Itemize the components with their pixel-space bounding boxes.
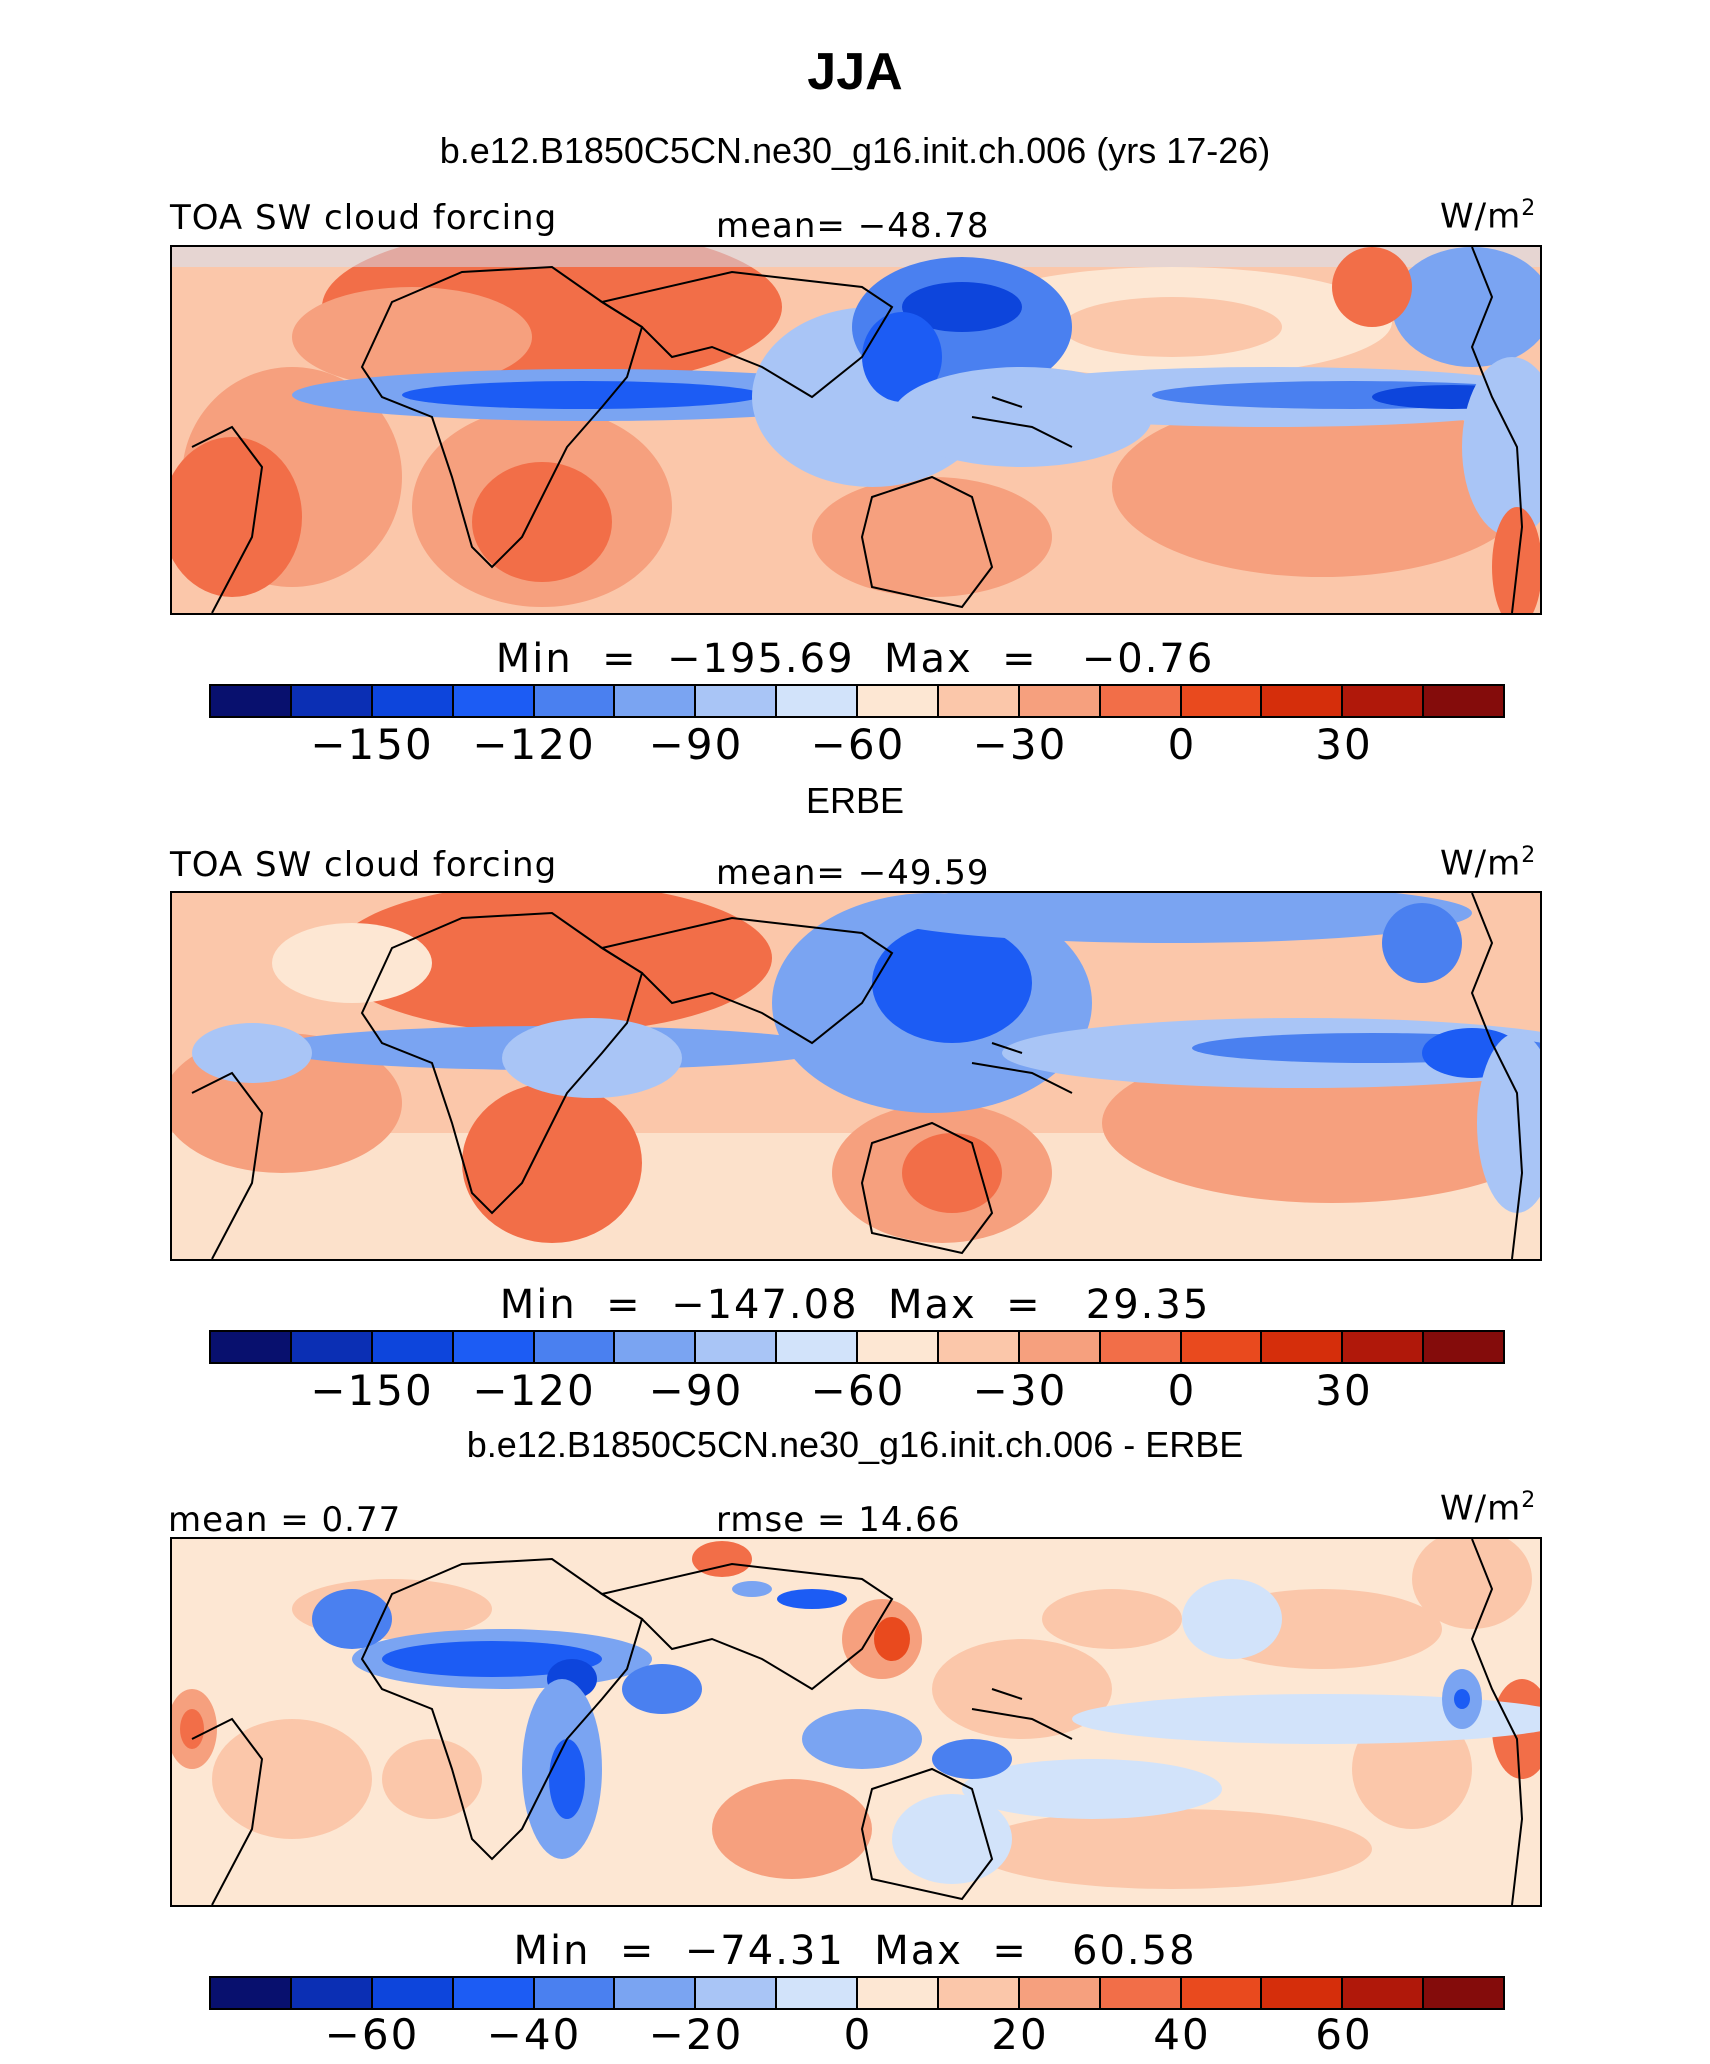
panel-3-map <box>170 1537 1542 1907</box>
panel-3-tick: 0 <box>843 2010 873 2059</box>
panel-2-units: W/m2 <box>1440 843 1537 884</box>
colorbar-swatch <box>1343 1332 1425 1362</box>
panel-1-tick: −30 <box>972 720 1068 769</box>
colorbar-swatch <box>1262 1332 1344 1362</box>
panel-1-tick: 30 <box>1315 720 1373 769</box>
colorbar-swatch <box>696 1978 778 2008</box>
colorbar-swatch <box>534 686 616 716</box>
colorbar-swatch <box>938 686 1020 716</box>
colorbar-swatch <box>1019 686 1101 716</box>
colorbar-swatch <box>372 1978 454 2008</box>
panel-1-tick: 0 <box>1167 720 1197 769</box>
colorbar-swatch <box>1343 686 1425 716</box>
panel-1-colorbar-ticks: −150 −120 −90 −60 −30 0 30 <box>0 720 1710 770</box>
panel-3-tick: −40 <box>486 2010 582 2059</box>
colorbar-swatch <box>291 1332 373 1362</box>
panel-1-tick: −150 <box>310 720 434 769</box>
colorbar-swatch <box>1181 1978 1263 2008</box>
panel-3-colorbar-ticks: −60 −40 −20 0 20 40 60 <box>0 2010 1710 2060</box>
colorbar-swatch <box>1019 1978 1101 2008</box>
colorbar-swatch <box>1019 1332 1101 1362</box>
colorbar-swatch <box>1262 686 1344 716</box>
colorbar-swatch <box>1100 1332 1182 1362</box>
colorbar-swatch <box>615 1978 697 2008</box>
colorbar-swatch <box>1262 1978 1344 2008</box>
panel-3-tick: 20 <box>991 2010 1049 2059</box>
colorbar-swatch <box>938 1332 1020 1362</box>
panel-1-colorbar <box>209 684 1505 718</box>
panel-3-tick: 40 <box>1153 2010 1211 2059</box>
panel-2-tick: 0 <box>1167 1366 1197 1415</box>
colorbar-swatch <box>211 686 292 716</box>
panel-3-mean-label: mean = 0.77 <box>168 1500 402 1540</box>
colorbar-swatch <box>453 686 535 716</box>
panel-2-tick: −60 <box>810 1366 906 1415</box>
colorbar-swatch <box>1424 686 1503 716</box>
panel-3-minmax: Min = −74.31 Max = 60.58 <box>513 1928 1197 1974</box>
colorbar-swatch <box>211 1332 292 1362</box>
colorbar-swatch <box>615 1332 697 1362</box>
colorbar-swatch <box>372 686 454 716</box>
panel-2-tick: −120 <box>472 1366 596 1415</box>
colorbar-swatch <box>696 1332 778 1362</box>
figure-title: JJA <box>807 43 903 101</box>
panel-2-colorbar-ticks: −150 −120 −90 −60 −30 0 30 <box>0 1366 1710 1416</box>
colorbar-swatch <box>777 1332 858 1362</box>
colorbar-swatch <box>1181 1332 1263 1362</box>
panel-2-mean-label: mean= −49.59 <box>716 853 990 893</box>
panel-2-tick: −150 <box>310 1366 434 1415</box>
panel-2-contour-field <box>172 893 1540 1259</box>
colorbar-swatch <box>534 1978 616 2008</box>
colorbar-swatch <box>291 1978 373 2008</box>
colorbar-swatch <box>1343 1978 1425 2008</box>
panel-1-mean-label: mean= −48.78 <box>716 206 990 246</box>
colorbar-swatch <box>453 1332 535 1362</box>
colorbar-swatch <box>534 1332 616 1362</box>
colorbar-swatch <box>1100 1978 1182 2008</box>
colorbar-swatch <box>1181 686 1263 716</box>
colorbar-swatch <box>1424 1978 1503 2008</box>
panel-1-contour-field <box>172 247 1540 613</box>
panel-1-units: W/m2 <box>1440 196 1537 237</box>
panel-3-colorbar <box>209 1976 1505 2010</box>
panel-2-colorbar <box>209 1330 1505 1364</box>
panel-2-tick: 30 <box>1315 1366 1373 1415</box>
colorbar-swatch <box>777 1978 858 2008</box>
panel-2-subtitle: ERBE <box>805 780 905 821</box>
panel-2-tick: −30 <box>972 1366 1068 1415</box>
colorbar-swatch <box>211 1978 292 2008</box>
panel-3-tick: 60 <box>1315 2010 1373 2059</box>
colorbar-swatch <box>696 686 778 716</box>
colorbar-swatch <box>938 1978 1020 2008</box>
panel-2-map <box>170 891 1542 1261</box>
panel-3-rmse-label: rmse = 14.66 <box>716 1500 961 1540</box>
panel-1-subtitle: b.e12.B1850C5CN.ne30_g16.init.ch.006 (yr… <box>439 130 1271 171</box>
colorbar-swatch <box>1424 1332 1503 1362</box>
panel-3-tick: −20 <box>648 2010 744 2059</box>
panel-3-tick: −60 <box>324 2010 420 2059</box>
colorbar-swatch <box>858 1978 939 2008</box>
panel-1-tick: −120 <box>472 720 596 769</box>
panel-2-tick: −90 <box>648 1366 744 1415</box>
colorbar-swatch <box>777 686 858 716</box>
panel-1-map <box>170 245 1542 615</box>
panel-3-subtitle: b.e12.B1850C5CN.ne30_g16.init.ch.006 - E… <box>466 1424 1244 1465</box>
panel-2-minmax: Min = −147.08 Max = 29.35 <box>499 1282 1211 1328</box>
colorbar-swatch <box>858 1332 939 1362</box>
colorbar-swatch <box>1100 686 1182 716</box>
colorbar-swatch <box>372 1332 454 1362</box>
panel-1-variable-label: TOA SW cloud forcing <box>170 198 558 238</box>
panel-1-minmax: Min = −195.69 Max = −0.76 <box>495 636 1215 682</box>
panel-3-units: W/m2 <box>1440 1488 1537 1529</box>
colorbar-swatch <box>453 1978 535 2008</box>
colorbar-swatch <box>858 686 939 716</box>
panel-2-variable-label: TOA SW cloud forcing <box>170 845 558 885</box>
colorbar-swatch <box>615 686 697 716</box>
colorbar-swatch <box>291 686 373 716</box>
panel-3-difference-field <box>172 1539 1540 1905</box>
panel-1-tick: −60 <box>810 720 906 769</box>
panel-1-tick: −90 <box>648 720 744 769</box>
